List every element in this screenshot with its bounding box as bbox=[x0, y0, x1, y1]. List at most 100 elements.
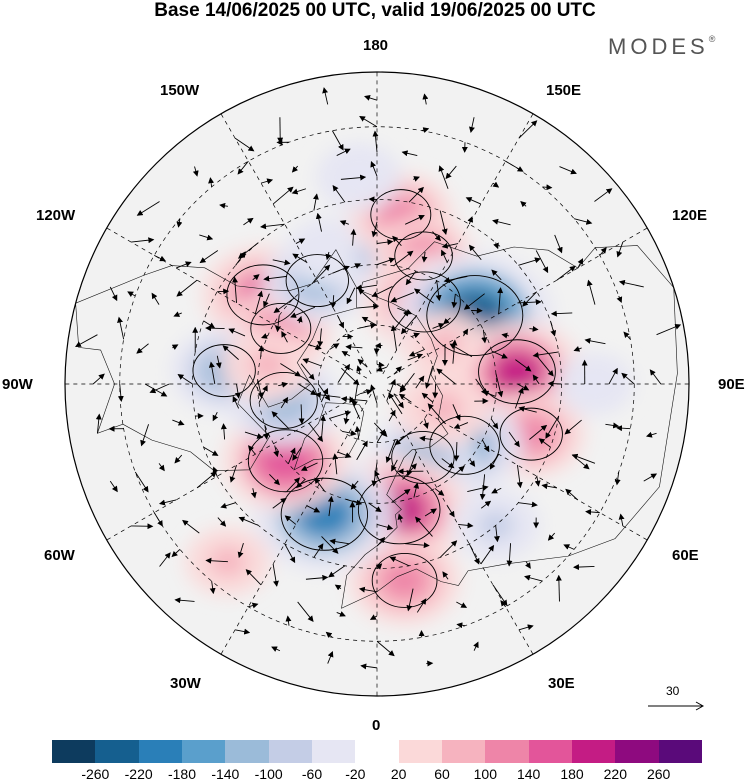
wind-arrow bbox=[171, 549, 181, 558]
wind-arrow bbox=[423, 418, 429, 429]
wind-arrow bbox=[451, 293, 458, 309]
wind-arrow bbox=[171, 344, 179, 351]
wind-arrow bbox=[296, 315, 303, 324]
modes-logo: MODES® bbox=[608, 34, 715, 60]
wind-arrow bbox=[555, 574, 562, 602]
polar-stereographic-map: 180 0 90W 90E 150W 120W 150E 120E 60W 30… bbox=[2, 38, 745, 734]
wind-arrow bbox=[269, 473, 280, 486]
wind-arrow bbox=[174, 597, 195, 604]
wind-arrow bbox=[480, 500, 492, 509]
registered-mark: ® bbox=[708, 34, 716, 44]
wind-arrow bbox=[550, 320, 557, 337]
reference-vector-arrow bbox=[648, 701, 705, 711]
wind-arrow bbox=[257, 379, 264, 399]
wind-arrow bbox=[330, 295, 337, 309]
wind-arrow bbox=[212, 466, 219, 477]
colorbar-tick-label: 60 bbox=[434, 766, 450, 782]
wind-arrow bbox=[432, 323, 445, 329]
wind-arrow bbox=[413, 482, 420, 498]
wind-arrow bbox=[573, 346, 582, 352]
wind-arrow bbox=[438, 165, 449, 189]
wind-arrow bbox=[435, 280, 442, 302]
wind-arrow bbox=[475, 378, 487, 395]
colorbar-tick-label: 260 bbox=[646, 766, 671, 782]
wind-arrow bbox=[370, 161, 378, 177]
wind-arrow bbox=[237, 543, 244, 559]
wind-arrow bbox=[421, 127, 430, 133]
wind-arrow bbox=[131, 237, 155, 244]
colorbar-tick-label: -260 bbox=[81, 766, 110, 782]
wind-arrow bbox=[495, 373, 504, 398]
wind-arrow bbox=[311, 264, 331, 285]
anomaly-core bbox=[491, 351, 543, 393]
lon-label-90w: 90W bbox=[2, 376, 33, 393]
wind-arrow bbox=[151, 292, 160, 305]
wind-arrow bbox=[209, 581, 216, 595]
wind-arrow bbox=[238, 516, 259, 526]
wind-arrow bbox=[393, 250, 414, 267]
wind-arrow bbox=[391, 488, 411, 503]
wind-arrow bbox=[432, 231, 441, 242]
wind-arrow bbox=[357, 288, 378, 306]
wind-arrow bbox=[563, 544, 575, 550]
wind-arrow bbox=[234, 628, 251, 635]
wind-arrow bbox=[263, 293, 270, 308]
wind-arrow bbox=[401, 150, 418, 157]
wind-arrow bbox=[341, 350, 351, 357]
wind-arrow bbox=[400, 315, 417, 335]
wind-arrow bbox=[300, 462, 318, 471]
colorbar-swatch bbox=[658, 740, 702, 763]
wind-arrow bbox=[550, 310, 573, 317]
wind-arrow bbox=[232, 395, 240, 409]
wind-arrow bbox=[357, 358, 368, 368]
wind-arrow bbox=[525, 561, 531, 569]
wind-arrow bbox=[215, 355, 222, 369]
wind-arrow bbox=[372, 130, 379, 153]
wind-arrow bbox=[345, 344, 363, 351]
wind-arrow bbox=[443, 317, 451, 325]
wind-arrow bbox=[284, 515, 297, 525]
wind-arrow bbox=[328, 565, 346, 578]
wind-arrow bbox=[368, 502, 382, 513]
wind-arrow bbox=[329, 538, 349, 545]
wind-arrow bbox=[375, 563, 383, 570]
wind-arrow bbox=[493, 242, 499, 250]
colorbar-tick-label: 140 bbox=[516, 766, 541, 782]
wind-arrow bbox=[573, 564, 595, 571]
wind-arrow bbox=[302, 358, 322, 367]
wind-arrow bbox=[524, 574, 543, 582]
wind-arrow bbox=[371, 221, 378, 238]
wind-arrow bbox=[360, 663, 378, 670]
colorbar bbox=[52, 740, 702, 763]
wind-arrow bbox=[154, 254, 166, 262]
wind-arrow bbox=[334, 584, 342, 591]
wind-arrow bbox=[468, 244, 482, 261]
wind-arrow bbox=[623, 331, 631, 340]
wind-arrow bbox=[350, 480, 359, 490]
anomaly-contour bbox=[226, 264, 300, 326]
wind-arrow bbox=[203, 446, 219, 456]
wind-arrow bbox=[416, 598, 427, 613]
wind-arrow bbox=[421, 251, 428, 263]
anomaly-contour bbox=[371, 553, 438, 608]
map-canvas bbox=[64, 71, 690, 697]
logo-text: MODES bbox=[608, 34, 709, 59]
wind-arrow bbox=[441, 242, 459, 249]
wind-arrow bbox=[272, 186, 294, 205]
wind-arrow bbox=[424, 365, 434, 389]
wind-arrow bbox=[296, 479, 306, 489]
wind-arrow bbox=[258, 345, 265, 358]
wind-arrow bbox=[244, 431, 264, 439]
wind-arrow bbox=[134, 471, 149, 493]
wind-arrow bbox=[571, 453, 596, 464]
wind-arrow bbox=[369, 384, 378, 404]
wind-arrow bbox=[260, 178, 274, 185]
wind-arrow bbox=[109, 480, 118, 493]
wind-arrow bbox=[260, 223, 285, 230]
wind-arrow bbox=[518, 257, 541, 266]
wind-arrow bbox=[291, 188, 307, 195]
wind-arrow bbox=[518, 120, 538, 139]
wind-arrow bbox=[199, 234, 214, 241]
colorbar-swatch bbox=[52, 740, 96, 763]
wind-arrow bbox=[286, 477, 301, 492]
